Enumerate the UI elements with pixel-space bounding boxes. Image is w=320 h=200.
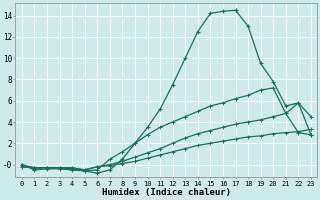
X-axis label: Humidex (Indice chaleur): Humidex (Indice chaleur) xyxy=(102,188,231,197)
